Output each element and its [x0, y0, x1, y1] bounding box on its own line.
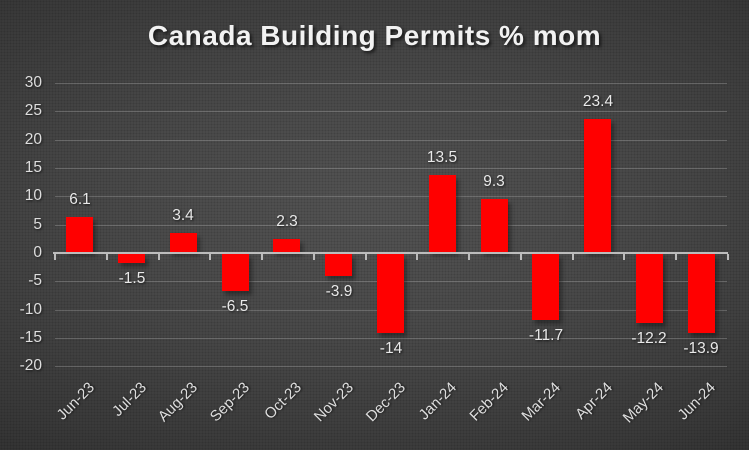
x-axis-tick-mark [54, 254, 56, 260]
gridline-10 [55, 196, 727, 197]
value-label-Sep-23: -6.5 [221, 298, 249, 315]
x-axis-tick-mark [572, 254, 574, 260]
bar-Feb-24 [481, 199, 508, 252]
x-axis-tick-mark [727, 254, 729, 260]
x-axis-tick-mark [416, 254, 418, 260]
y-axis-tick-label: 0 [33, 244, 42, 261]
x-axis-tick-mark [106, 254, 108, 260]
gridline-20 [55, 140, 727, 141]
bar-Jul-23 [118, 254, 145, 263]
value-label-Feb-24: 9.3 [483, 173, 505, 190]
bar-Apr-24 [584, 119, 611, 252]
gridline-25 [55, 111, 727, 112]
y-axis-tick-label: 15 [24, 159, 42, 176]
bar-Nov-23 [325, 254, 352, 276]
value-label-Jul-23: -1.5 [118, 270, 146, 287]
gridline-30 [55, 83, 727, 84]
value-label-Jun-24: -13.9 [683, 340, 719, 357]
x-axis-tick-mark [313, 254, 315, 260]
gridline-5 [55, 225, 727, 226]
y-axis-tick-label: 30 [24, 74, 42, 91]
gridline--20 [55, 366, 727, 367]
x-axis-tick-mark [675, 254, 677, 260]
chart-title: Canada Building Permits % mom [147, 20, 602, 51]
y-axis-tick-label: 25 [24, 102, 42, 119]
value-label-Dec-23: -14 [379, 340, 403, 357]
y-axis-tick-label: 5 [33, 216, 42, 233]
y-axis-tick-label: -20 [19, 357, 42, 374]
bar-Jun-23 [66, 217, 93, 252]
x-axis-tick-mark [209, 254, 211, 260]
x-axis-tick-mark [468, 254, 470, 260]
y-axis-tick-label: -5 [28, 272, 42, 289]
bar-Mar-24 [532, 254, 559, 320]
y-axis-tick-label: 10 [24, 187, 42, 204]
bar-Oct-23 [273, 239, 300, 252]
gridline-15 [55, 168, 727, 169]
value-label-Oct-23: 2.3 [276, 213, 298, 230]
value-label-Mar-24: -11.7 [528, 327, 564, 344]
bar-Aug-23 [170, 233, 197, 252]
value-label-Nov-23: -3.9 [325, 283, 353, 300]
bar-Dec-23 [377, 254, 404, 333]
y-axis-tick-label: 20 [24, 131, 42, 148]
value-label-Aug-23: 3.4 [172, 207, 194, 224]
value-label-Apr-24: 23.4 [582, 93, 614, 110]
x-axis-tick-mark [261, 254, 263, 260]
y-axis-tick-label: -15 [19, 329, 42, 346]
x-axis-tick-mark [365, 254, 367, 260]
bar-Jan-24 [429, 175, 456, 252]
value-label-Jan-24: 13.5 [426, 149, 458, 166]
bar-Jun-24 [688, 254, 715, 333]
x-axis-line [53, 252, 728, 254]
value-label-Jun-23: 6.1 [69, 191, 91, 208]
y-axis-tick-label: -10 [19, 301, 42, 318]
x-axis-tick-mark [623, 254, 625, 260]
x-axis-tick-mark [520, 254, 522, 260]
bar-Sep-23 [222, 254, 249, 291]
x-axis-tick-mark [158, 254, 160, 260]
value-label-May-24: -12.2 [631, 330, 667, 347]
bar-May-24 [636, 254, 663, 323]
gridline--15 [55, 338, 727, 339]
